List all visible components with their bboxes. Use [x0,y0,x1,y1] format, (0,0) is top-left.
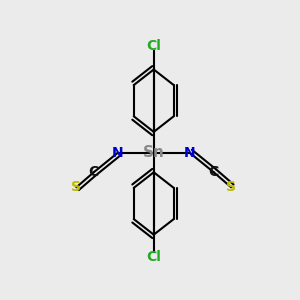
Text: Cl: Cl [146,39,161,53]
Text: C: C [88,165,99,179]
Text: Cl: Cl [146,250,161,264]
Text: Sn: Sn [143,145,165,160]
Text: C: C [209,165,219,179]
Text: S: S [226,180,236,194]
Text: N: N [112,146,124,160]
Text: N: N [184,146,195,160]
Text: S: S [71,180,81,194]
